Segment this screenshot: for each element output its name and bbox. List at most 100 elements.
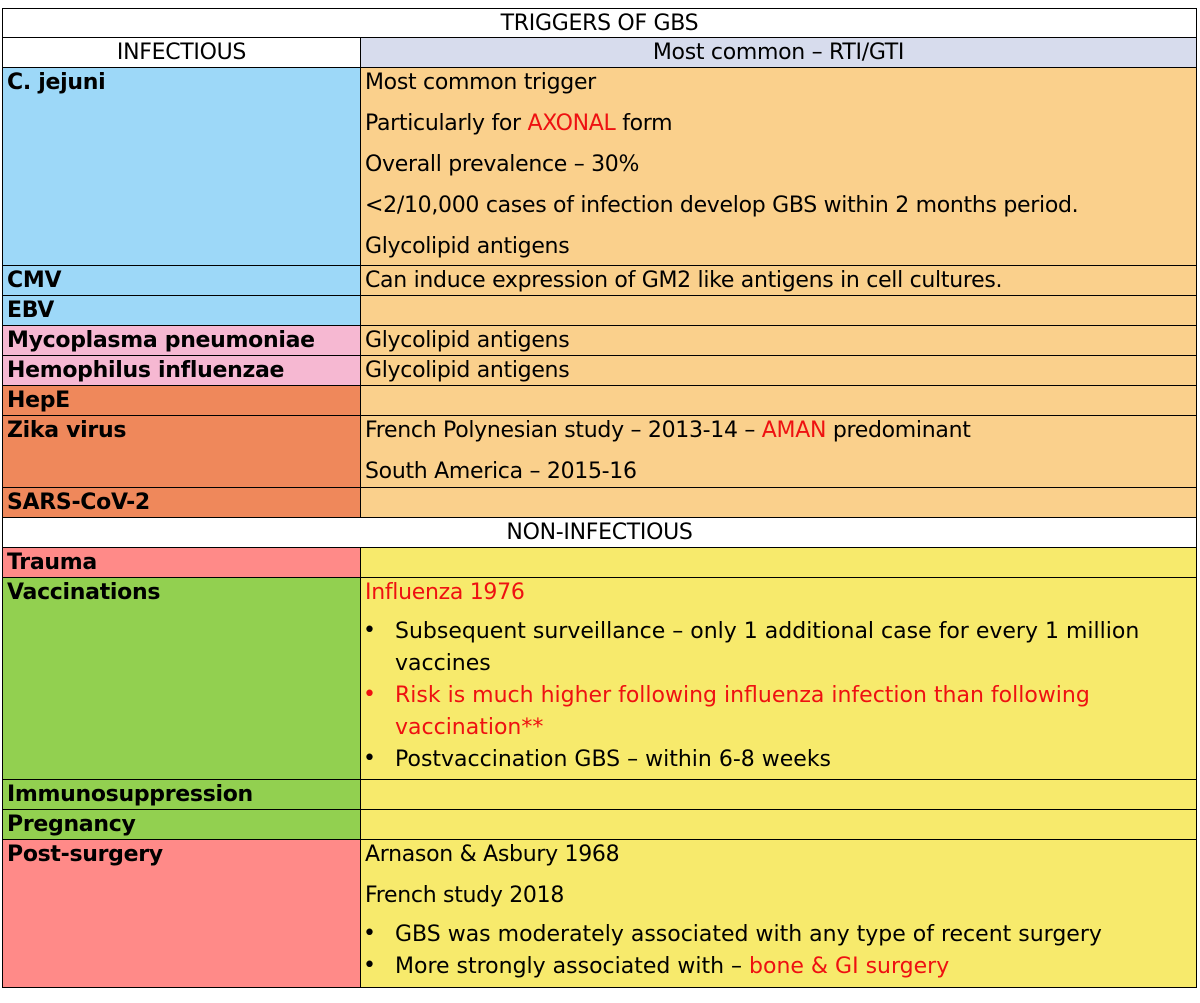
table-row: Trauma (2, 547, 1197, 578)
trigger-detail-cell: Most common trigger Particularly for AXO… (360, 67, 1197, 266)
bullet-item: • Risk is much higher following influenza… (362, 680, 1157, 744)
trigger-name: Zika virus (7, 418, 127, 443)
trigger-detail-cell: Arnason & Asbury 1968 French study 2018 … (360, 839, 1197, 988)
detail-line: <2/10,000 cases of infection develop GBS… (365, 193, 1079, 218)
detail-line: Can induce expression of GM2 like antige… (365, 268, 1003, 293)
bullet-list: • GBS was moderately associated with any … (362, 919, 1157, 983)
vaccination-bullets: • Subsequent surveillance – only 1 additi… (362, 606, 1196, 778)
highlight-bone-gi-surgery: bone & GI surgery (749, 954, 950, 979)
table-row: Vaccinations Influenza 1976 • Subsequent … (2, 577, 1197, 780)
trigger-name-cell: C. jejuni (2, 67, 361, 266)
detail-text: form (615, 111, 673, 136)
detail-text: predominant (826, 418, 971, 443)
trigger-detail-cell: Glycolipid antigens (360, 355, 1197, 386)
trigger-name: Pregnancy (7, 812, 136, 837)
detail-line: Glycolipid antigens (365, 358, 570, 383)
trigger-name: Post-surgery (7, 842, 163, 867)
trigger-detail: Arnason & Asbury 1968 French study 2018 (362, 841, 1196, 910)
trigger-name-cell: HepE (2, 385, 361, 416)
bullet-item: • Postvaccination GBS – within 6-8 weeks (362, 744, 1157, 776)
highlight-aman: AMAN (761, 418, 827, 443)
trigger-name-cell: Post-surgery (2, 839, 361, 988)
detail-line: Overall prevalence – 30% (365, 152, 640, 177)
bullet-text: Risk is much higher following influenza … (395, 683, 1090, 740)
trigger-name: SARS-CoV-2 (7, 490, 150, 515)
detail-line: French Polynesian study – 2013-14 – AMAN… (365, 417, 1192, 444)
infectious-header-cell: INFECTIOUS (2, 37, 361, 68)
trigger-detail-cell: Can induce expression of GM2 like antige… (360, 265, 1197, 296)
bullet-item: • GBS was moderately associated with any … (362, 919, 1157, 951)
bullet-dot-icon: • (363, 682, 376, 707)
trigger-detail-cell: Influenza 1976 • Subsequent surveillance … (360, 577, 1197, 780)
detail-line: Particularly for AXONAL form (365, 110, 1192, 137)
table-row: Post-surgery Arnason & Asbury 1968 Frenc… (2, 839, 1197, 988)
trigger-name: HepE (7, 388, 70, 413)
trigger-detail-cell (360, 779, 1197, 810)
infectious-header: INFECTIOUS (116, 40, 247, 65)
title-row: TRIGGERS OF GBS (2, 8, 1197, 38)
bullet-dot-icon: • (363, 921, 376, 946)
title-cell: TRIGGERS OF GBS (2, 8, 1197, 38)
trigger-detail: Most common trigger Particularly for AXO… (362, 69, 1196, 261)
trigger-name: Immunosuppression (7, 782, 253, 807)
infectious-note-cell: Most common – RTI/GTI (360, 37, 1197, 68)
trigger-name-cell: Immunosuppression (2, 779, 361, 810)
detail-line: Most common trigger (365, 70, 596, 95)
infectious-header-row: INFECTIOUS Most common – RTI/GTI (2, 37, 1197, 68)
bullet-dot-icon: • (363, 953, 376, 978)
trigger-name-cell: Zika virus (2, 415, 361, 488)
table-row: Immunosuppression (2, 779, 1197, 810)
non-infectious-header-row: NON-INFECTIOUS (2, 517, 1197, 548)
non-infectious-header: NON-INFECTIOUS (506, 520, 693, 545)
bullet-dot-icon: • (363, 618, 376, 643)
infectious-header-note: Most common – RTI/GTI (652, 40, 905, 65)
trigger-name: C. jejuni (7, 70, 106, 95)
bullet-dot-icon: • (363, 746, 376, 771)
bullet-item: • More strongly associated with – bone & … (362, 951, 1157, 983)
bullet-text: Postvaccination GBS – within 6-8 weeks (395, 747, 832, 772)
trigger-name-cell: CMV (2, 265, 361, 296)
table-row: EBV (2, 295, 1197, 326)
table-row: CMV Can induce expression of GM2 like an… (2, 265, 1197, 296)
trigger-detail-cell (360, 809, 1197, 840)
bullet-text: More strongly associated with – (395, 954, 750, 979)
bullet-item: • Subsequent surveillance – only 1 additi… (362, 616, 1157, 680)
detail-line: Glycolipid antigens (365, 328, 570, 353)
trigger-name: Trauma (7, 550, 97, 575)
non-infectious-header-cell: NON-INFECTIOUS (2, 517, 1197, 548)
trigger-name: Mycoplasma pneumoniae (7, 328, 315, 353)
table-row: SARS-CoV-2 (2, 487, 1197, 518)
trigger-name-cell: Pregnancy (2, 809, 361, 840)
table-row: C. jejuni Most common trigger Particular… (2, 67, 1197, 266)
table-row: Pregnancy (2, 809, 1197, 840)
table-row: Hemophilus influenzae Glycolipid antigen… (2, 355, 1197, 386)
table-row: Mycoplasma pneumoniae Glycolipid antigen… (2, 325, 1197, 356)
bullet-text: Subsequent surveillance – only 1 additio… (395, 619, 1140, 676)
highlight-axonal: AXONAL (527, 111, 616, 136)
detail-line: French study 2018 (365, 883, 565, 908)
trigger-detail: Influenza 1976 (362, 579, 1196, 607)
table-row: Zika virus French Polynesian study – 201… (2, 415, 1197, 488)
trigger-detail-cell (360, 487, 1197, 518)
vaccination-intro: Influenza 1976 (365, 580, 525, 605)
detail-line: Arnason & Asbury 1968 (365, 842, 620, 867)
trigger-detail-cell (360, 385, 1197, 416)
table-row: HepE (2, 385, 1197, 416)
bullet-list: • Subsequent surveillance – only 1 additi… (362, 616, 1157, 776)
gbs-triggers-table: TRIGGERS OF GBS INFECTIOUS Most common –… (2, 8, 1197, 988)
trigger-name: Hemophilus influenzae (7, 358, 285, 383)
detail-line: Glycolipid antigens (365, 234, 570, 259)
trigger-detail-cell: French Polynesian study – 2013-14 – AMAN… (360, 415, 1197, 488)
bullet-text: GBS was moderately associated with any t… (395, 922, 1102, 947)
trigger-name-cell: SARS-CoV-2 (2, 487, 361, 518)
trigger-name-cell: Mycoplasma pneumoniae (2, 325, 361, 356)
detail-line: South America – 2015-16 (365, 459, 637, 484)
trigger-detail-cell (360, 547, 1197, 578)
trigger-name-cell: Vaccinations (2, 577, 361, 780)
table-title: TRIGGERS OF GBS (500, 11, 699, 36)
trigger-name-cell: Hemophilus influenzae (2, 355, 361, 386)
trigger-detail-cell (360, 295, 1197, 326)
detail-text: Particularly for (365, 111, 528, 136)
trigger-detail-cell: Glycolipid antigens (360, 325, 1197, 356)
